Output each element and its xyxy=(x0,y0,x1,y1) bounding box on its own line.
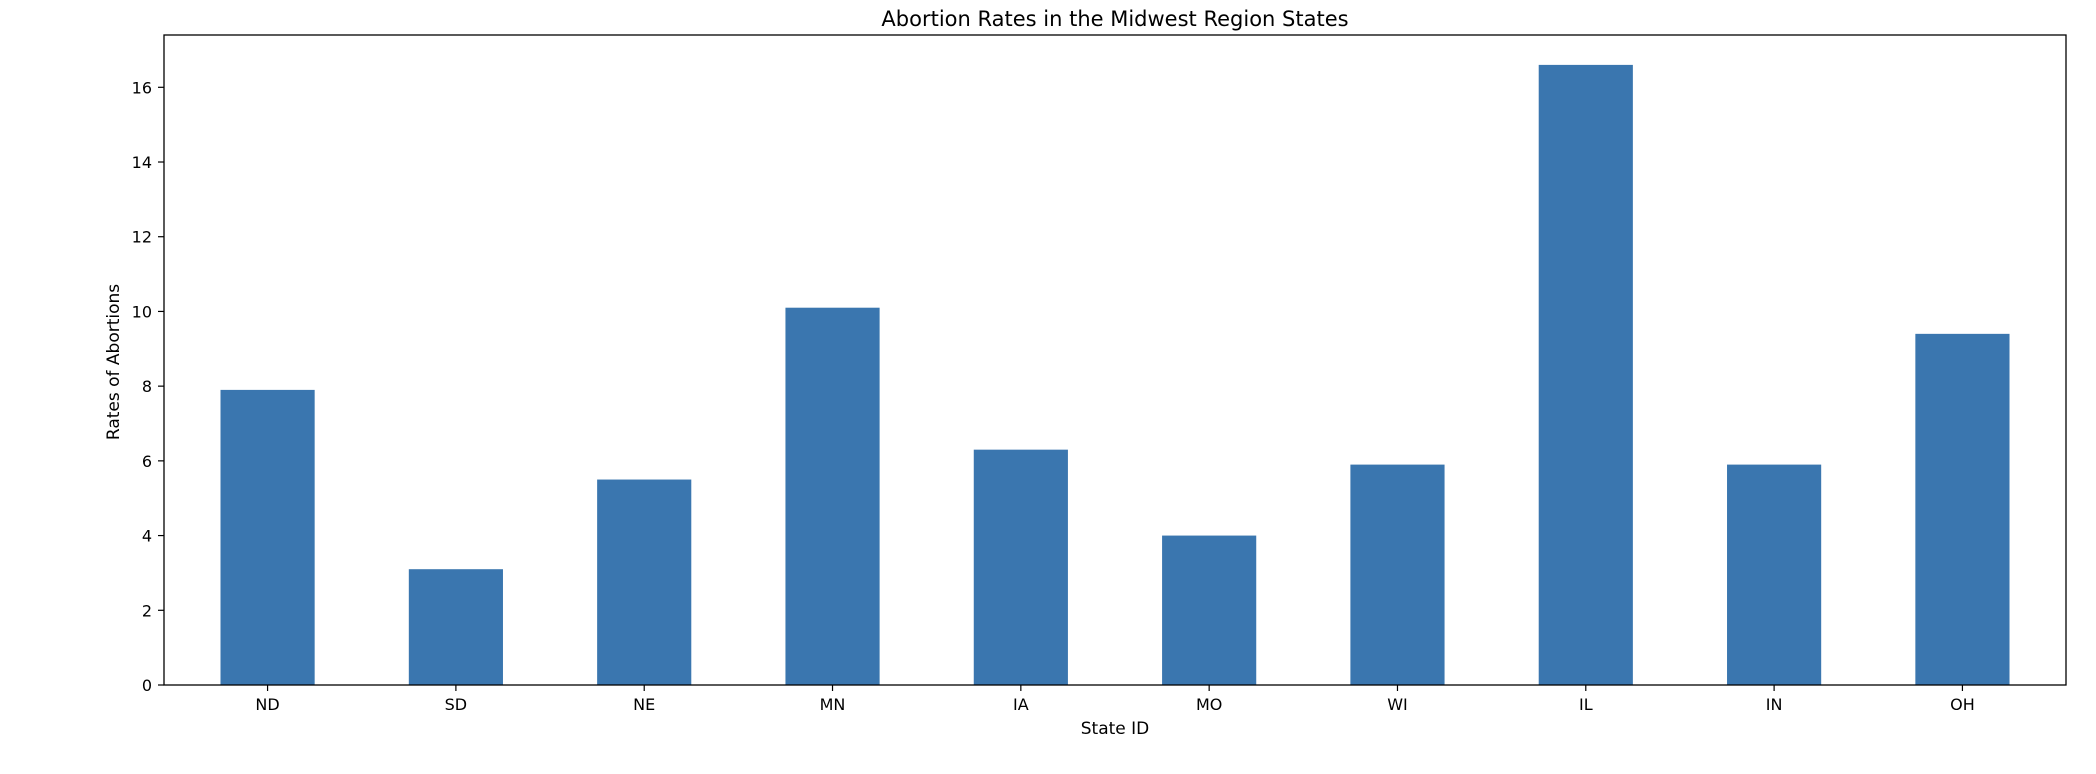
x-tick-label: SD xyxy=(445,695,467,714)
x-tick-label: IN xyxy=(1766,695,1783,714)
x-tick-label: OH xyxy=(1950,695,1975,714)
x-tick-label: ND xyxy=(255,695,279,714)
bar-in xyxy=(1727,464,1822,685)
plot-frame xyxy=(163,34,2067,686)
y-tick-label: 6 xyxy=(142,452,152,471)
bar-il xyxy=(1538,64,1633,685)
bar-ia xyxy=(973,449,1068,685)
y-axis-label: Rates of Abortions xyxy=(104,284,124,440)
y-tick-label: 0 xyxy=(142,676,152,695)
bars-layer xyxy=(220,64,2010,685)
x-axis-ticks: ND SD NE MN IA MO WI IL IN OH xyxy=(255,685,1975,714)
x-tick-label: IA xyxy=(1013,695,1029,714)
y-tick-label: 12 xyxy=(132,228,152,247)
bar-wi xyxy=(1350,464,1445,685)
bar-nd xyxy=(220,389,315,685)
y-tick-label: 10 xyxy=(132,302,152,321)
x-tick-label: MN xyxy=(820,695,846,714)
x-tick-label: IL xyxy=(1579,695,1593,714)
x-tick-label: MO xyxy=(1196,695,1222,714)
x-axis-label: State ID xyxy=(1081,719,1150,739)
y-tick-label: 8 xyxy=(142,377,152,396)
chart-title: Abortion Rates in the Midwest Region Sta… xyxy=(881,7,1348,31)
y-tick-label: 14 xyxy=(132,153,152,172)
bar-mn xyxy=(785,307,880,685)
bar-ne xyxy=(597,479,692,685)
bar-sd xyxy=(408,569,503,685)
y-axis-ticks: 0 2 4 6 8 10 12 14 16 xyxy=(132,78,164,695)
y-tick-label: 16 xyxy=(132,78,152,97)
bar-oh xyxy=(1915,333,2010,685)
bar-mo xyxy=(1162,535,1257,685)
x-tick-label: WI xyxy=(1387,695,1408,714)
y-tick-label: 4 xyxy=(142,527,152,546)
x-tick-label: NE xyxy=(633,695,655,714)
y-tick-label: 2 xyxy=(142,601,152,620)
